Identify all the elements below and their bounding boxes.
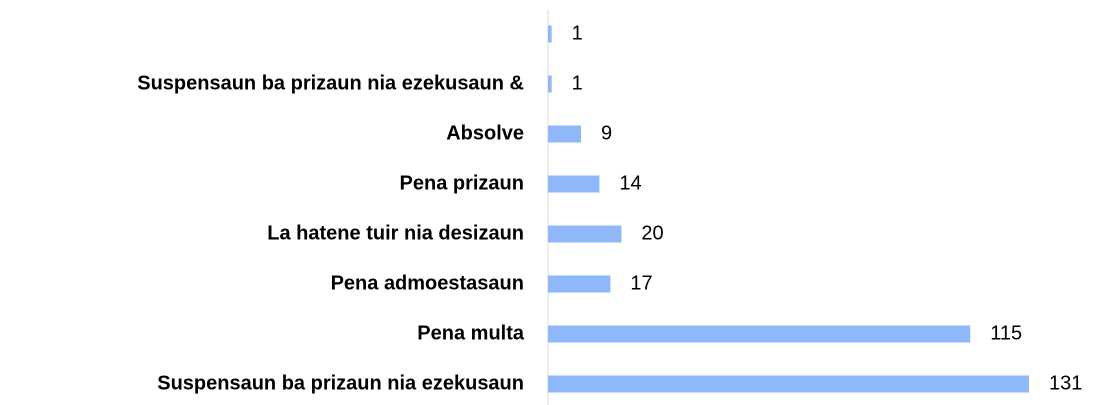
bar	[548, 175, 600, 193]
value-label: 20	[641, 222, 663, 244]
bar	[548, 75, 552, 93]
category-label: La hatene tuir nia desizaun	[267, 222, 524, 244]
bar	[548, 375, 1029, 393]
value-label: 9	[601, 122, 612, 144]
category-label: Suspensaun ba prizaun nia ezekusaun &	[137, 72, 524, 94]
category-label: Pena multa	[417, 322, 525, 344]
bar	[548, 275, 611, 293]
value-label: 115	[990, 322, 1022, 344]
value-label: 1	[572, 72, 583, 94]
bar	[548, 225, 622, 243]
value-label: 14	[619, 172, 641, 194]
category-label: Pena prizaun	[400, 172, 524, 194]
category-label: Pena admoestasaun	[331, 272, 524, 294]
value-label: 17	[630, 272, 652, 294]
bar	[548, 125, 582, 143]
category-label: Suspensaun ba prizaun nia ezekusaun	[157, 372, 524, 394]
bar	[548, 325, 971, 343]
category-label: Absolve	[446, 122, 524, 144]
bar	[548, 25, 552, 43]
value-label: 131	[1049, 372, 1082, 394]
value-label: 1	[572, 22, 583, 44]
